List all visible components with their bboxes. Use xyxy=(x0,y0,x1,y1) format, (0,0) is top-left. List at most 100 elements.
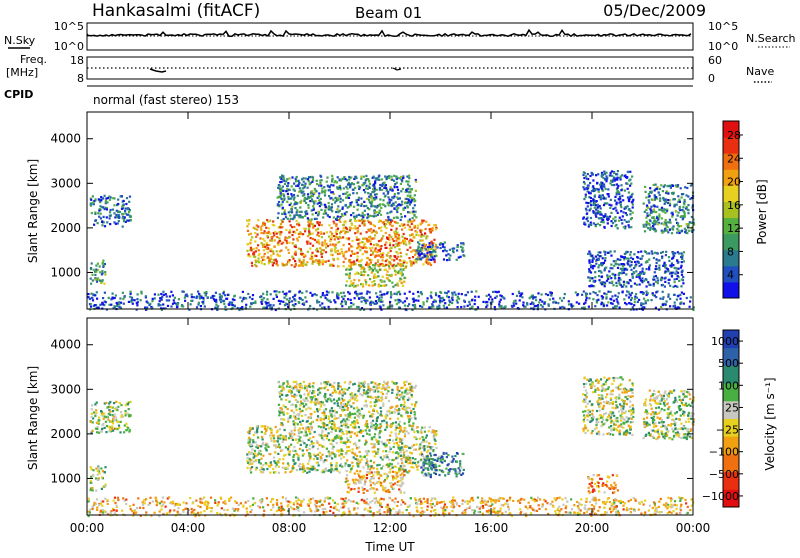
echo-cell xyxy=(347,439,349,441)
echo-cell xyxy=(128,211,130,213)
echo-cell xyxy=(299,190,301,192)
echo-cell xyxy=(597,173,599,175)
echo-cell xyxy=(286,237,288,239)
nave-tick-top: 60 xyxy=(708,54,722,67)
echo-cell xyxy=(100,217,102,219)
echo-cell xyxy=(419,250,421,252)
echo-cell xyxy=(661,222,663,224)
echo-cell xyxy=(622,268,624,270)
echo-cell xyxy=(233,299,235,301)
echo-cell xyxy=(394,193,396,195)
echo-cell xyxy=(295,203,297,205)
echo-cell xyxy=(257,447,259,449)
echo-cell xyxy=(116,407,118,409)
echo-cell xyxy=(303,256,305,258)
echo-cell xyxy=(291,185,293,187)
echo-cell xyxy=(369,247,371,249)
echo-cell xyxy=(304,215,306,217)
echo-cell xyxy=(589,253,591,255)
echo-cell xyxy=(526,302,528,304)
echo-cell xyxy=(360,205,362,207)
echo-cell xyxy=(354,426,356,428)
echo-cell xyxy=(278,237,280,239)
echo-cell xyxy=(366,293,368,295)
echo-cell xyxy=(581,294,583,296)
echo-cell xyxy=(352,189,354,191)
echo-cell xyxy=(366,231,368,233)
echo-cell xyxy=(136,304,138,306)
echo-cell xyxy=(654,205,656,207)
echo-cell xyxy=(408,257,410,259)
echo-cell xyxy=(321,256,323,258)
echo-cell xyxy=(602,190,604,192)
echo-cell xyxy=(418,243,420,245)
cpid-value: normal (fast stereo) 153 xyxy=(93,93,239,107)
echo-cell xyxy=(266,248,268,250)
echo-cell xyxy=(348,259,350,261)
echo-cell xyxy=(408,199,410,201)
echo-cell xyxy=(422,439,424,441)
echo-cell xyxy=(350,435,352,437)
echo-cell xyxy=(254,240,256,242)
echo-cell xyxy=(348,248,350,250)
echo-cell xyxy=(317,232,319,234)
echo-cell xyxy=(435,224,437,226)
echo-cell xyxy=(642,268,644,270)
echo-cell xyxy=(636,284,638,286)
echo-cell xyxy=(216,307,218,309)
echo-cell xyxy=(390,229,392,231)
echo-cell xyxy=(396,186,398,188)
echo-cell xyxy=(291,195,293,197)
echo-cell xyxy=(396,451,398,453)
echo-cell xyxy=(298,465,300,467)
echo-cell xyxy=(172,303,174,305)
echo-cell xyxy=(258,258,260,260)
echo-cell xyxy=(311,263,313,265)
echo-cell xyxy=(382,458,384,460)
echo-cell xyxy=(400,242,402,244)
nsky-label: N.Sky xyxy=(4,34,36,47)
echo-cell xyxy=(395,230,397,232)
echo-cell xyxy=(120,421,122,423)
echo-cell xyxy=(202,297,204,299)
echo-cell xyxy=(665,201,667,203)
echo-cell xyxy=(250,443,252,445)
echo-cell xyxy=(100,282,102,284)
echo-cell xyxy=(406,430,408,432)
echo-cell xyxy=(537,292,539,294)
echo-cell xyxy=(321,191,323,193)
echo-cell xyxy=(423,445,425,447)
echo-cell xyxy=(266,302,268,304)
echo-cell xyxy=(418,234,420,236)
echo-cell xyxy=(329,240,331,242)
echo-cell xyxy=(101,302,103,304)
echo-cell xyxy=(345,426,347,428)
echo-cell xyxy=(321,437,323,439)
echo-cell xyxy=(340,231,342,233)
echo-cell xyxy=(384,182,386,184)
echo-cell xyxy=(588,306,590,308)
echo-cell xyxy=(624,190,626,192)
echo-cell xyxy=(674,302,676,304)
echo-cell xyxy=(396,209,398,211)
echo-cell xyxy=(98,419,100,421)
echo-cell xyxy=(618,220,620,222)
echo-cell xyxy=(657,279,659,281)
echo-cell xyxy=(615,209,617,211)
echo-cell xyxy=(610,291,612,293)
echo-cell xyxy=(541,301,543,303)
echo-cell xyxy=(343,261,345,263)
echo-cell xyxy=(404,202,406,204)
echo-cell xyxy=(366,433,368,435)
echo-cell xyxy=(590,217,592,219)
echo-cell xyxy=(396,442,398,444)
echo-cell xyxy=(429,242,431,244)
echo-cell xyxy=(275,466,277,468)
echo-cell xyxy=(345,284,347,286)
echo-cell xyxy=(388,265,390,267)
echo-cell xyxy=(331,175,333,177)
echo-cell xyxy=(391,305,393,307)
echo-cell xyxy=(394,293,396,295)
echo-cell xyxy=(314,431,316,433)
echo-cell xyxy=(113,402,115,404)
